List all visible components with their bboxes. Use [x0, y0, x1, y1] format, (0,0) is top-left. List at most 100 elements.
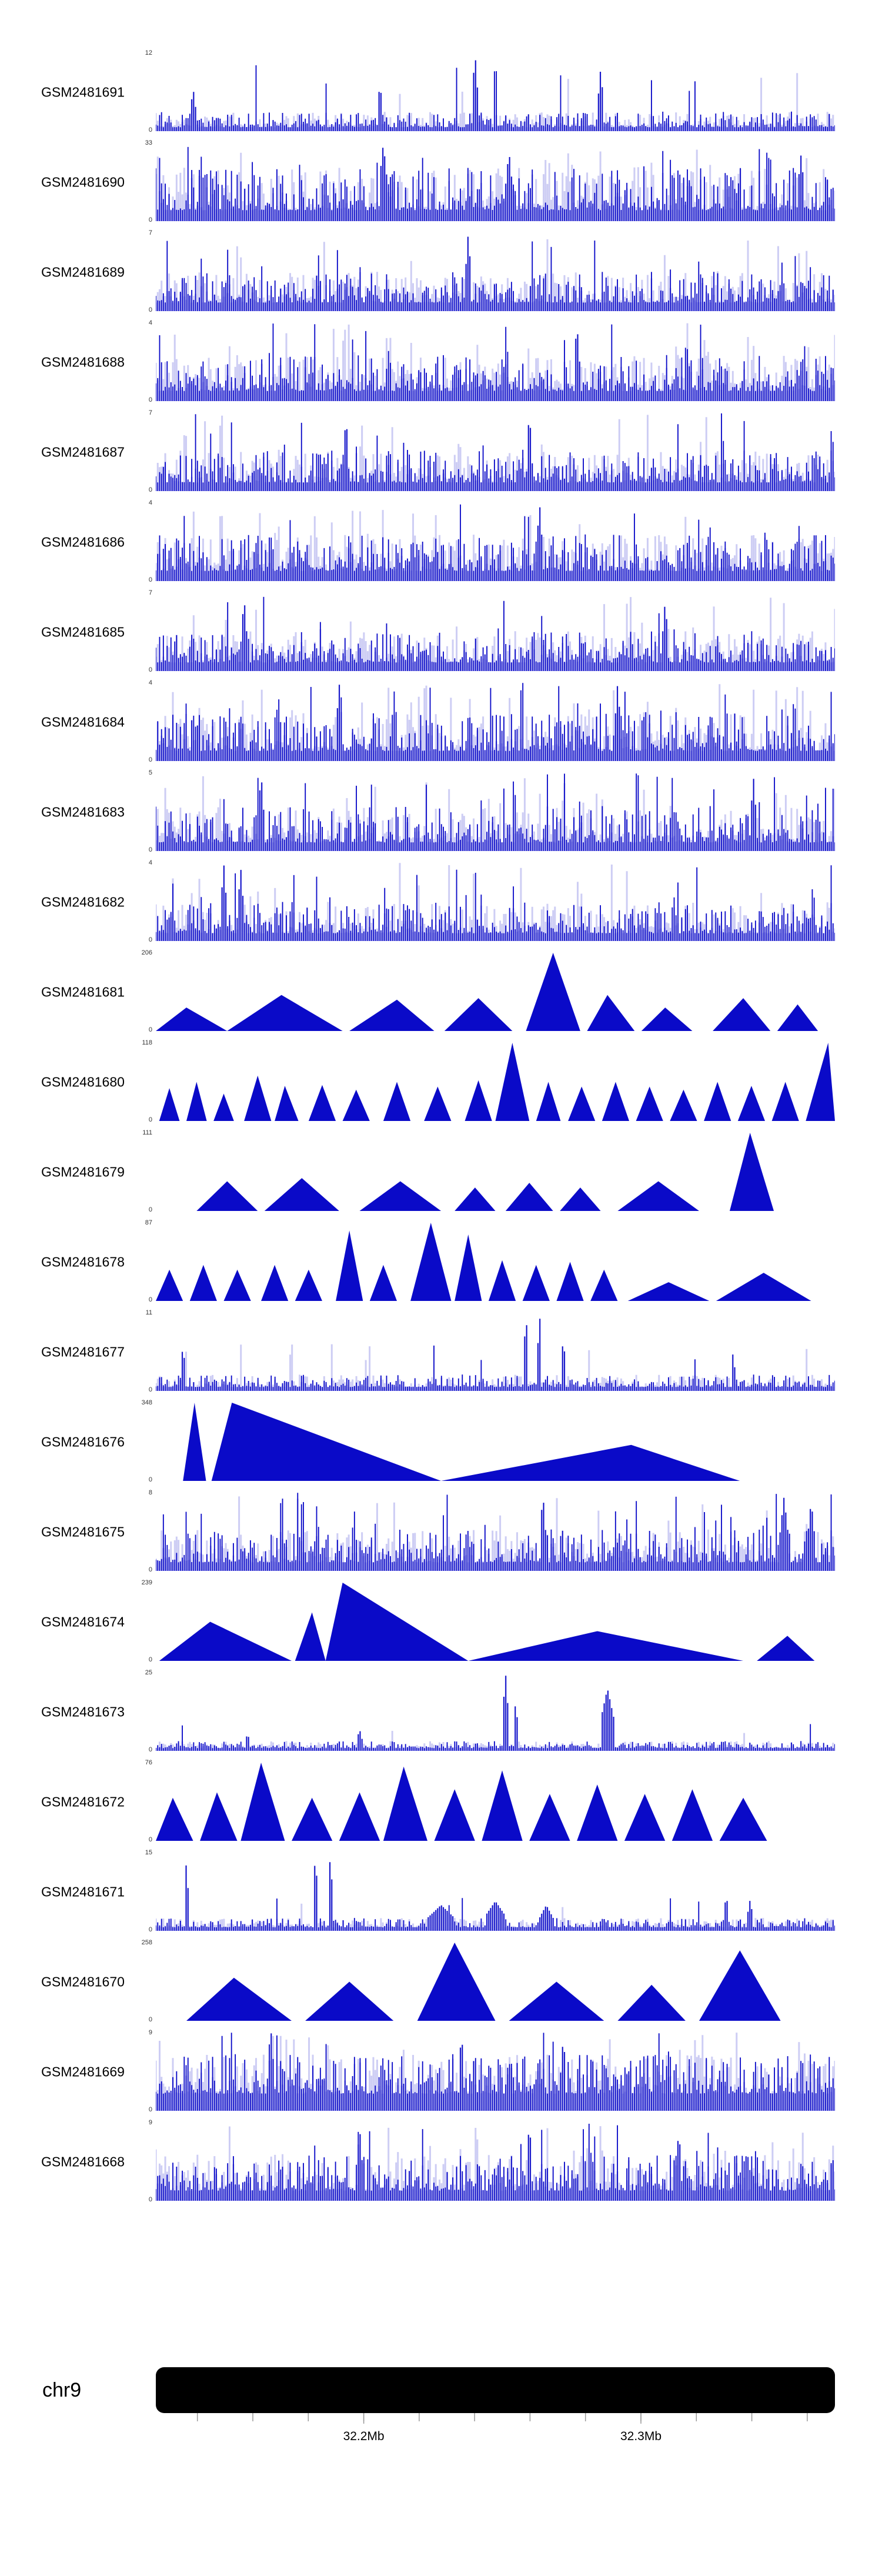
- signal-spikes: [156, 323, 835, 401]
- y-axis-max-label: 4: [148, 859, 152, 866]
- y-axis-max-label: 12: [145, 49, 152, 56]
- signal-halo: [156, 60, 835, 131]
- track-label: GSM2481679: [41, 1164, 125, 1179]
- y-axis-zero-label: 0: [148, 1116, 152, 1123]
- signal-spikes: [156, 60, 835, 131]
- signal-plot: [156, 1319, 835, 1391]
- signal-spikes: [156, 773, 835, 851]
- track-row: GSM2481686 4 0: [0, 500, 882, 583]
- signal-plot: [156, 236, 835, 311]
- track-row: GSM2481683 5 0: [0, 770, 882, 853]
- y-axis-zero-label: 0: [148, 306, 152, 313]
- y-axis-max-label: 4: [148, 679, 152, 686]
- signal-peaks: [156, 953, 818, 1031]
- y-axis-max-label: 4: [148, 319, 152, 326]
- signal-spikes: [156, 2124, 835, 2201]
- signal-spikes: [156, 146, 835, 221]
- signal-plot: [156, 773, 835, 851]
- track-plot: 11 0: [146, 1310, 835, 1393]
- signal-peaks: [186, 1943, 781, 2021]
- y-axis-zero-label: 0: [148, 1476, 152, 1483]
- y-axis-zero-label: 0: [148, 936, 152, 943]
- signal-spikes: [156, 1862, 835, 1931]
- track-label: GSM2481673: [41, 1704, 125, 1719]
- y-axis-zero-label: 0: [148, 1566, 152, 1573]
- y-axis-zero-label: 0: [148, 756, 152, 763]
- axis-tick-label: 32.3Mb: [620, 2430, 662, 2443]
- track-row: GSM2481670 258 0: [0, 1939, 882, 2023]
- track-label: GSM2481687: [41, 444, 125, 459]
- track-label: GSM2481688: [41, 354, 125, 369]
- track-label: GSM2481676: [41, 1434, 125, 1449]
- track-row: GSM2481679 111 0: [0, 1130, 882, 1213]
- y-axis-zero-label: 0: [148, 1836, 152, 1843]
- signal-plot: [159, 1583, 815, 1661]
- signal-halo: [156, 1496, 835, 1571]
- track-label: GSM2481681: [41, 984, 125, 999]
- y-axis-max-label: 7: [148, 229, 152, 236]
- track-label: GSM2481672: [41, 1794, 125, 1809]
- y-axis-max-label: 33: [145, 139, 152, 146]
- y-axis-zero-label: 0: [148, 2106, 152, 2113]
- signal-peaks: [183, 1403, 740, 1481]
- track-row: GSM2481684 4 0: [0, 680, 882, 763]
- signal-plot: [156, 2124, 835, 2201]
- track-label: GSM2481689: [41, 264, 125, 279]
- signal-plot: [156, 863, 835, 941]
- y-axis-zero-label: 0: [148, 1206, 152, 1213]
- track-row: GSM2481681 206 0: [0, 950, 882, 1033]
- y-axis-zero-label: 0: [148, 486, 152, 493]
- track-plot: 118 0: [142, 1040, 835, 1123]
- signal-plot: [156, 1862, 835, 1931]
- y-axis-max-label: 9: [148, 2119, 152, 2126]
- signal-spikes: [156, 1319, 835, 1391]
- signal-spikes: [156, 683, 835, 761]
- signal-peaks: [159, 1043, 835, 1121]
- signal-plot: [156, 323, 835, 401]
- y-axis-zero-label: 0: [148, 1296, 152, 1303]
- track-row: GSM2481669 9 0: [0, 2030, 882, 2113]
- y-axis-zero-label: 0: [148, 1026, 152, 1033]
- y-axis-max-label: 348: [141, 1399, 152, 1406]
- track-plot: 111 0: [142, 1130, 835, 1213]
- track-plot: 87 0: [145, 1220, 835, 1303]
- track-row: GSM2481675 8 0: [0, 1490, 882, 1573]
- y-axis-max-label: 11: [145, 1309, 152, 1316]
- signal-peaks: [196, 1133, 774, 1211]
- axis-tick-label: 32.2Mb: [343, 2430, 385, 2443]
- track-row: GSM2481689 7 0: [0, 229, 882, 313]
- track-plot: 76 0: [145, 1760, 835, 1843]
- y-axis-zero-label: 0: [148, 846, 152, 853]
- signal-halo: [156, 597, 835, 671]
- track-row: GSM2481672 76 0: [0, 1760, 882, 1843]
- track-plot: 12 0: [145, 50, 835, 134]
- track-label: GSM2481677: [41, 1344, 125, 1359]
- y-axis-zero-label: 0: [148, 576, 152, 583]
- tracks-panel: GSM2481691 12 0 GSM2481690 33 0 GSM2481689 7 0 GS…: [0, 50, 882, 2213]
- signal-plot: [156, 1493, 835, 1571]
- track-plot: 25 0: [145, 1670, 835, 1753]
- track-row: GSM2481668 9 0: [0, 2119, 882, 2203]
- genome-coordinate-axis: 32.2Mb 32.3Mb: [196, 2413, 808, 2443]
- track-row: GSM2481674 239 0: [0, 1580, 882, 1663]
- y-axis-max-label: 76: [145, 1759, 152, 1766]
- y-axis-max-label: 258: [141, 1939, 152, 1946]
- track-label: GSM2481678: [41, 1254, 125, 1269]
- track-label: GSM2481690: [41, 174, 125, 189]
- y-axis-max-label: 25: [145, 1669, 152, 1676]
- signal-plot: [156, 1676, 835, 1751]
- signal-plot: [156, 596, 835, 671]
- track-row: GSM2481677 11 0: [0, 1310, 882, 1393]
- track-row: GSM2481690 33 0: [0, 139, 882, 223]
- signal-spikes: [156, 413, 835, 491]
- track-row: GSM2481676 348 0: [0, 1399, 882, 1483]
- track-label: GSM2481670: [41, 1974, 125, 1989]
- y-axis-zero-label: 0: [148, 1656, 152, 1663]
- y-axis-zero-label: 0: [148, 126, 152, 134]
- signal-plot: [183, 1403, 740, 1481]
